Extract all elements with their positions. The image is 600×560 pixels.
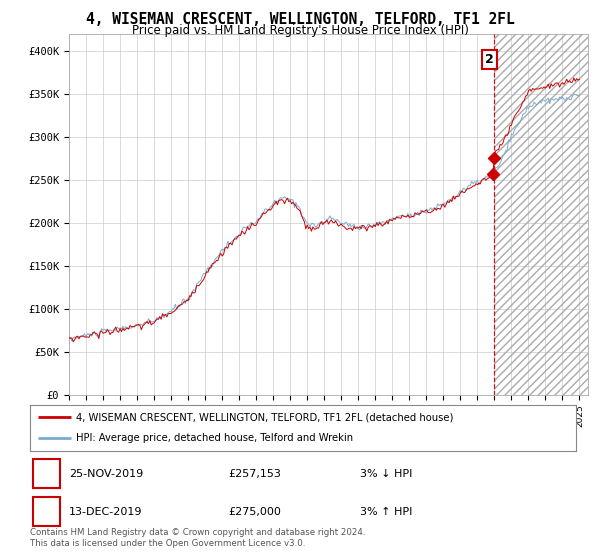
Text: HPI: Average price, detached house, Telford and Wrekin: HPI: Average price, detached house, Telf… bbox=[76, 433, 353, 444]
Text: 25-NOV-2019: 25-NOV-2019 bbox=[69, 469, 143, 479]
Text: 3% ↓ HPI: 3% ↓ HPI bbox=[360, 469, 412, 479]
Text: 1: 1 bbox=[42, 467, 50, 480]
Bar bbox=[494, 34, 588, 395]
Text: 2: 2 bbox=[485, 53, 494, 66]
Text: 13-DEC-2019: 13-DEC-2019 bbox=[69, 507, 143, 517]
Text: £257,153: £257,153 bbox=[228, 469, 281, 479]
Text: 3% ↑ HPI: 3% ↑ HPI bbox=[360, 507, 412, 517]
Text: Contains HM Land Registry data © Crown copyright and database right 2024.
This d: Contains HM Land Registry data © Crown c… bbox=[30, 528, 365, 548]
Text: 4, WISEMAN CRESCENT, WELLINGTON, TELFORD, TF1 2FL: 4, WISEMAN CRESCENT, WELLINGTON, TELFORD… bbox=[86, 12, 514, 27]
Bar bbox=[494, 34, 588, 395]
Text: Price paid vs. HM Land Registry's House Price Index (HPI): Price paid vs. HM Land Registry's House … bbox=[131, 24, 469, 36]
Text: 4, WISEMAN CRESCENT, WELLINGTON, TELFORD, TF1 2FL (detached house): 4, WISEMAN CRESCENT, WELLINGTON, TELFORD… bbox=[76, 412, 454, 422]
Text: £275,000: £275,000 bbox=[228, 507, 281, 517]
Text: 2: 2 bbox=[42, 505, 50, 519]
